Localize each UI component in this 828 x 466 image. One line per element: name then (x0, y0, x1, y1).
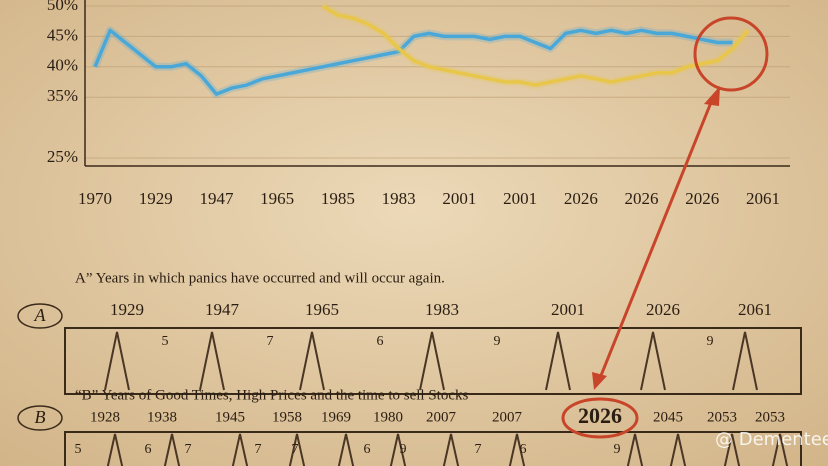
row-b-year: 1958 (272, 409, 302, 425)
row-b-interval: 7 (475, 442, 482, 457)
row-a-box (64, 327, 802, 395)
row-a-year: 1983 (425, 300, 459, 319)
row-b-interval: 7 (255, 442, 262, 457)
x-tick-label: 2001 (503, 189, 537, 208)
row-a-year: 2026 (646, 300, 680, 319)
row-b-interval: 5 (75, 442, 82, 457)
row-a-interval: 9 (494, 334, 501, 349)
row-a-caption: A” Years in which panics have occurred a… (75, 270, 445, 286)
cycle-peak (442, 433, 460, 466)
row-a-year: 1929 (110, 300, 144, 319)
row-b-year: 2007 (492, 409, 523, 425)
series-line (93, 28, 733, 96)
cycle-peak (104, 331, 130, 391)
y-tick-label: 35% (47, 86, 78, 105)
arrow (598, 99, 714, 379)
row-a-interval: 5 (162, 334, 169, 349)
cycle-peak (337, 433, 355, 466)
cycle-peak (389, 433, 407, 466)
cycle-peak (545, 331, 571, 391)
row-b-year: 1938 (147, 409, 177, 425)
x-tick-label: 2026 (564, 189, 598, 208)
row-b-year: 2053 (755, 409, 785, 425)
cycle-peak (231, 433, 249, 466)
row-a-year: 2001 (551, 300, 585, 319)
x-tick-label: 2061 (746, 189, 780, 208)
cycle-peak (288, 433, 306, 466)
x-tick-label: 1929 (139, 189, 173, 208)
annotation (561, 16, 769, 439)
row-a-year: 1947 (205, 300, 240, 319)
chart: 50% 45% 40% 35% 25% 1970 1929 1947 1965 1985 1983 2… (47, 0, 790, 208)
row-b-badge (17, 405, 63, 431)
highlight-circle (693, 16, 769, 92)
row-a-badge (17, 303, 63, 329)
arrow-head (592, 372, 607, 390)
highlight-circle (561, 397, 639, 439)
row-b-interval: 9 (400, 442, 407, 457)
cycle-peak (299, 331, 325, 391)
cycle-peak (732, 331, 758, 391)
cycle-peak (419, 331, 445, 391)
row-b-year: 1980 (373, 409, 403, 425)
row-b-caption: “B” Years of Good Times, High Prices and… (75, 387, 468, 403)
x-tick-label: 1970 (78, 189, 112, 208)
row-a-label: A (34, 305, 47, 325)
row-a-interval: 9 (707, 334, 714, 349)
x-tick-label: 2001 (442, 189, 476, 208)
row-b-interval: 6 (364, 442, 371, 457)
row-b-year: 2007 (426, 409, 457, 425)
y-tick-label: 50% (47, 0, 78, 14)
cycle-peak (508, 433, 526, 466)
row-b-year: 1928 (90, 409, 120, 425)
plot-area (91, 2, 751, 99)
row-b-interval: 7 (292, 442, 299, 457)
cycle-peak (626, 433, 644, 466)
y-tick-label: 25% (47, 147, 78, 166)
watermark: @ Dementeev (715, 429, 828, 450)
y-tick-label: 40% (47, 56, 78, 75)
row-b-label: B (35, 407, 46, 427)
row-a-interval: 7 (267, 334, 274, 349)
x-tick-label: 2026 (685, 189, 719, 208)
x-tick-label: 1983 (382, 189, 416, 208)
row-a-year: 1965 (305, 300, 339, 319)
row-b-year: 2053 (707, 409, 737, 425)
arrow-head (704, 86, 720, 106)
row-b-interval: 9 (614, 442, 621, 457)
row-b-year: 1969 (321, 409, 351, 425)
x-tick-label: 1965 (260, 189, 294, 208)
x-tick-label: 1947 (199, 189, 234, 208)
series-line (321, 4, 750, 87)
cycle-peak (106, 433, 124, 466)
cycle-peak (669, 433, 687, 466)
row-a-year: 2061 (738, 300, 772, 319)
cycle-peak (771, 433, 789, 466)
y-tick-label: 45% (47, 25, 78, 44)
cycle-peak (640, 331, 666, 391)
row-b-box (64, 431, 802, 466)
row-b-interval: 6 (145, 442, 152, 457)
row-b-year: 2045 (653, 409, 683, 425)
row-b-interval: 6 (520, 442, 527, 457)
row-b-interval: 7 (185, 442, 192, 457)
x-tick-label: 2026 (625, 189, 659, 208)
cycle-peak (199, 331, 225, 391)
row-b-year: 2026 (578, 403, 622, 428)
row-b-year: 1945 (215, 409, 245, 425)
panic-table: A” Years in which panics have occurred a… (17, 270, 802, 466)
row-a-interval: 6 (377, 334, 384, 349)
x-tick-label: 1985 (321, 189, 355, 208)
cycle-peak (163, 433, 181, 466)
cycle-peak (723, 433, 741, 466)
